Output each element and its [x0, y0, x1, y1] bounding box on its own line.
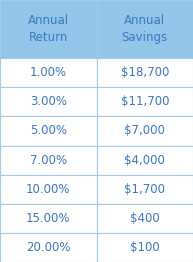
Bar — [0, 116, 96, 146]
Text: $100: $100 — [130, 241, 160, 254]
Text: Annual
Return: Annual Return — [28, 14, 69, 44]
Bar — [0, 146, 96, 175]
Bar — [96, 146, 193, 175]
Bar — [96, 204, 193, 233]
Text: $400: $400 — [130, 212, 160, 225]
Bar — [0, 0, 96, 58]
Text: 1.00%: 1.00% — [30, 66, 67, 79]
Bar — [0, 175, 96, 204]
Text: 20.00%: 20.00% — [26, 241, 70, 254]
Bar — [96, 233, 193, 262]
Bar — [96, 58, 193, 87]
Text: Annual
Savings: Annual Savings — [122, 14, 168, 44]
Text: 7.00%: 7.00% — [30, 154, 67, 167]
Bar — [0, 58, 96, 87]
Text: 10.00%: 10.00% — [26, 183, 70, 196]
Text: 15.00%: 15.00% — [26, 212, 70, 225]
Text: $1,700: $1,700 — [124, 183, 165, 196]
Bar — [0, 204, 96, 233]
Text: 5.00%: 5.00% — [30, 124, 67, 138]
Text: $7,000: $7,000 — [124, 124, 165, 138]
Bar — [96, 87, 193, 116]
Bar — [96, 0, 193, 58]
Text: $18,700: $18,700 — [121, 66, 169, 79]
Bar — [96, 116, 193, 146]
Text: 3.00%: 3.00% — [30, 95, 67, 108]
Text: $11,700: $11,700 — [120, 95, 169, 108]
Bar — [0, 233, 96, 262]
Bar — [0, 87, 96, 116]
Text: $4,000: $4,000 — [124, 154, 165, 167]
Bar — [96, 175, 193, 204]
